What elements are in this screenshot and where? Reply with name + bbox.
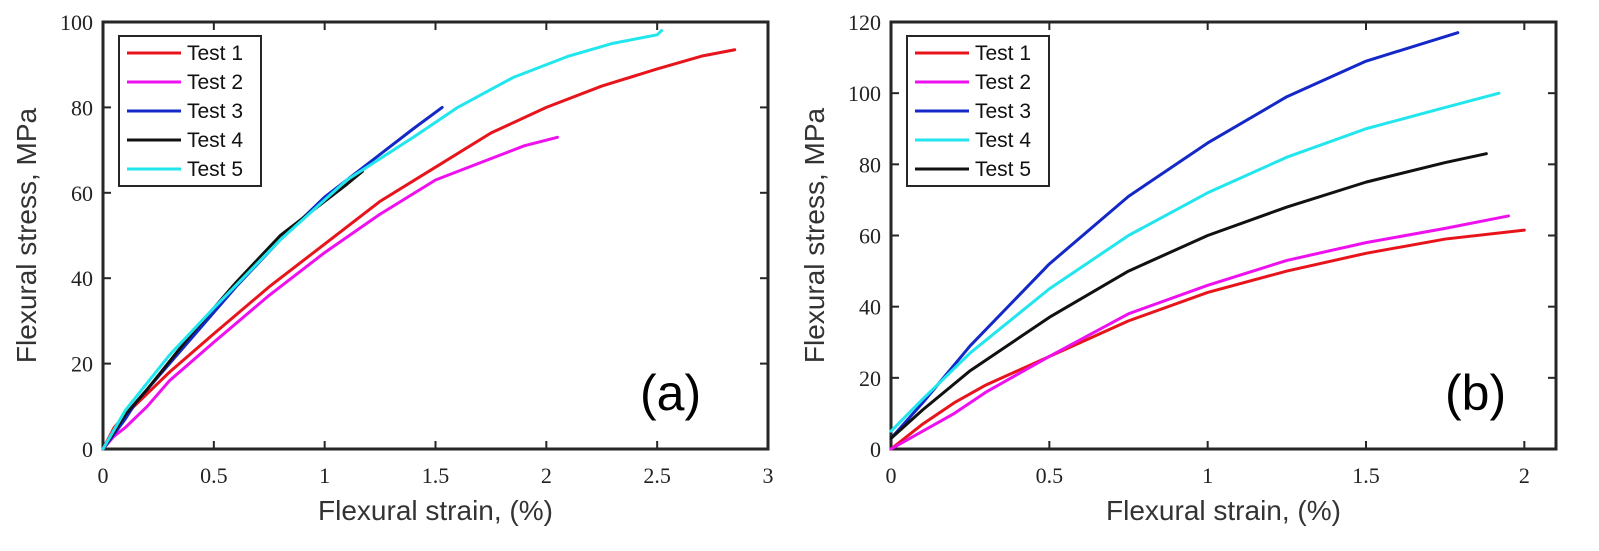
y-tick-label: 40 bbox=[859, 295, 881, 320]
x-tick-label: 1.5 bbox=[422, 463, 450, 488]
y-tick-label: 120 bbox=[848, 10, 881, 35]
y-tick-label: 100 bbox=[848, 81, 881, 106]
series-line-2 bbox=[889, 214, 1510, 451]
series-line-4 bbox=[889, 91, 1501, 433]
x-axis-title: Flexural strain, (%) bbox=[1106, 495, 1341, 526]
x-tick-label: 2 bbox=[1519, 463, 1530, 488]
legend-box bbox=[118, 35, 262, 187]
y-tick-label: 20 bbox=[859, 366, 881, 391]
legend: Test 1 Test 2 Test 3 Test 4 Test 5 bbox=[118, 35, 262, 187]
x-tick-label: 2.5 bbox=[643, 463, 671, 488]
series-line-1 bbox=[889, 228, 1526, 451]
series-line-5 bbox=[101, 29, 664, 451]
x-tick-label: 3 bbox=[763, 463, 774, 488]
series-line-4 bbox=[101, 169, 364, 451]
legend-label: Test 1 bbox=[187, 42, 243, 65]
x-tick-label: 1 bbox=[319, 463, 330, 488]
x-tick-label: 0 bbox=[98, 463, 109, 488]
x-tick-label: 2 bbox=[541, 463, 552, 488]
legend-label: Test 4 bbox=[187, 129, 243, 152]
legend-label: Test 2 bbox=[975, 71, 1031, 94]
legend-label: Test 3 bbox=[975, 100, 1031, 123]
legend-label: Test 3 bbox=[187, 100, 243, 123]
series-line-2 bbox=[101, 135, 559, 451]
panel-label: (b) bbox=[1445, 365, 1506, 421]
y-tick-label: 80 bbox=[71, 95, 93, 120]
y-tick-label: 40 bbox=[71, 266, 93, 291]
legend-label: Test 1 bbox=[975, 42, 1031, 65]
series-line-5 bbox=[889, 152, 1488, 440]
legend-label: Test 5 bbox=[975, 158, 1031, 181]
legend-label: Test 2 bbox=[187, 71, 243, 94]
y-tick-label: 80 bbox=[859, 152, 881, 177]
x-tick-label: 1 bbox=[1202, 463, 1213, 488]
y-tick-label: 60 bbox=[859, 224, 881, 249]
x-tick-label: 0.5 bbox=[1036, 463, 1064, 488]
x-tick-label: 0.5 bbox=[200, 463, 228, 488]
x-tick-label: 0 bbox=[886, 463, 897, 488]
y-axis-title: Flexural stress, MPa bbox=[799, 107, 830, 363]
y-tick-label: 20 bbox=[71, 352, 93, 377]
x-tick-label: 1.5 bbox=[1352, 463, 1380, 488]
panel-label: (a) bbox=[640, 365, 701, 421]
y-tick-label: 100 bbox=[60, 10, 93, 35]
y-axis-title: Flexural stress, MPa bbox=[11, 107, 42, 363]
y-tick-label: 60 bbox=[71, 181, 93, 206]
legend-label: Test 5 bbox=[187, 158, 243, 181]
legend: Test 1 Test 2 Test 3 Test 4 Test 5 bbox=[906, 35, 1050, 187]
y-tick-label: 0 bbox=[82, 437, 93, 462]
legend-label: Test 4 bbox=[975, 129, 1031, 152]
x-axis-title: Flexural strain, (%) bbox=[318, 495, 553, 526]
y-tick-label: 0 bbox=[870, 437, 881, 462]
